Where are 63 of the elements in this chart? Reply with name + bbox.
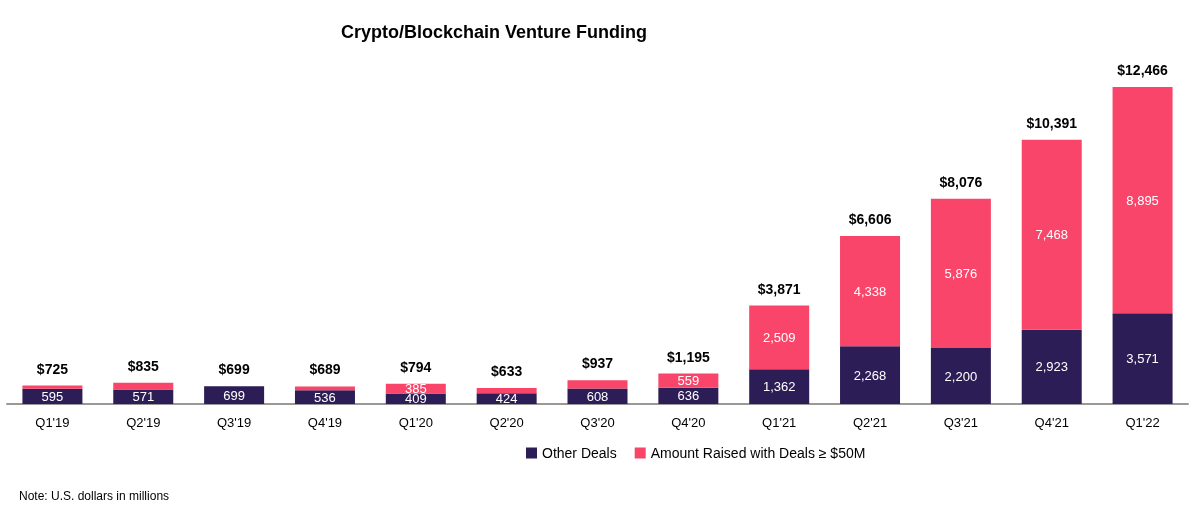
total-label: $794 bbox=[400, 358, 432, 375]
x-tick-label: Q2'19 bbox=[126, 415, 161, 430]
total-label: $3,871 bbox=[757, 280, 801, 297]
data-label: 636 bbox=[677, 388, 700, 404]
total-label: $1,195 bbox=[666, 348, 710, 365]
bar bbox=[567, 380, 628, 389]
total-label: $6,606 bbox=[848, 211, 892, 228]
bar bbox=[840, 346, 901, 404]
data-label: 699 bbox=[223, 387, 245, 403]
x-tick-label: Q3'19 bbox=[216, 415, 252, 430]
data-label: 2,509 bbox=[762, 329, 796, 345]
data-label: 4,338 bbox=[853, 283, 887, 299]
data-label: 3,571 bbox=[1126, 351, 1159, 367]
data-label: 2,923 bbox=[1035, 359, 1068, 375]
bar bbox=[1021, 329, 1082, 404]
x-tick-label: Q2'20 bbox=[489, 415, 524, 430]
x-tick-label: Q1'20 bbox=[398, 415, 433, 430]
bar bbox=[22, 385, 83, 389]
bar bbox=[749, 305, 810, 370]
data-label: 2,200 bbox=[944, 368, 978, 384]
legend-label: Other Deals bbox=[542, 445, 617, 461]
text: Note: U.S. dollars in millions bbox=[19, 489, 170, 503]
data-label: 536 bbox=[314, 389, 336, 405]
bar bbox=[294, 386, 355, 391]
total-label: $835 bbox=[127, 357, 160, 374]
x-tick-label: Q2'21 bbox=[852, 415, 888, 430]
total-label: $937 bbox=[581, 355, 614, 372]
x-tick-label: Q3'21 bbox=[943, 415, 979, 430]
data-label: 2,268 bbox=[853, 367, 887, 383]
bar bbox=[840, 236, 901, 347]
bar bbox=[113, 389, 174, 404]
bar bbox=[1021, 139, 1082, 330]
data-label: 559 bbox=[677, 373, 700, 389]
total-label: $10,391 bbox=[1026, 114, 1078, 131]
data-label: 571 bbox=[132, 389, 155, 405]
total-label: $699 bbox=[218, 361, 250, 378]
x-tick-label: Q1'19 bbox=[35, 415, 70, 430]
bar bbox=[930, 348, 991, 404]
x-tick-label: Q3'20 bbox=[580, 415, 615, 430]
total-label: $633 bbox=[491, 362, 523, 379]
x-tick-label: Q1'22 bbox=[1125, 415, 1160, 430]
data-label: 1,362 bbox=[762, 379, 796, 395]
bar bbox=[476, 387, 537, 394]
chart-title: Crypto/Blockchain Venture Funding bbox=[340, 22, 648, 42]
data-label: 5,876 bbox=[944, 265, 978, 281]
total-label: $12,466 bbox=[1117, 62, 1169, 78]
total-label: $725 bbox=[36, 360, 69, 377]
data-label: 595 bbox=[41, 388, 64, 404]
bar bbox=[930, 198, 991, 349]
total-label: $689 bbox=[309, 361, 341, 378]
bar bbox=[749, 369, 810, 404]
x-tick-label: Q4'21 bbox=[1034, 415, 1069, 430]
x-tick-label: Q4'19 bbox=[307, 415, 343, 430]
data-label: 8,895 bbox=[1126, 192, 1159, 208]
data-label: 608 bbox=[586, 388, 609, 404]
x-tick-label: Q1'21 bbox=[762, 415, 797, 430]
total-label: $8,076 bbox=[939, 173, 983, 190]
bar bbox=[1112, 87, 1173, 314]
data-label: 424 bbox=[495, 391, 518, 407]
x-tick-label: Q4'20 bbox=[671, 415, 706, 430]
data-label: 7,468 bbox=[1035, 227, 1068, 243]
bar bbox=[1112, 313, 1173, 404]
legend-label: Amount Raised with Deals ≥ $50M bbox=[650, 445, 866, 461]
